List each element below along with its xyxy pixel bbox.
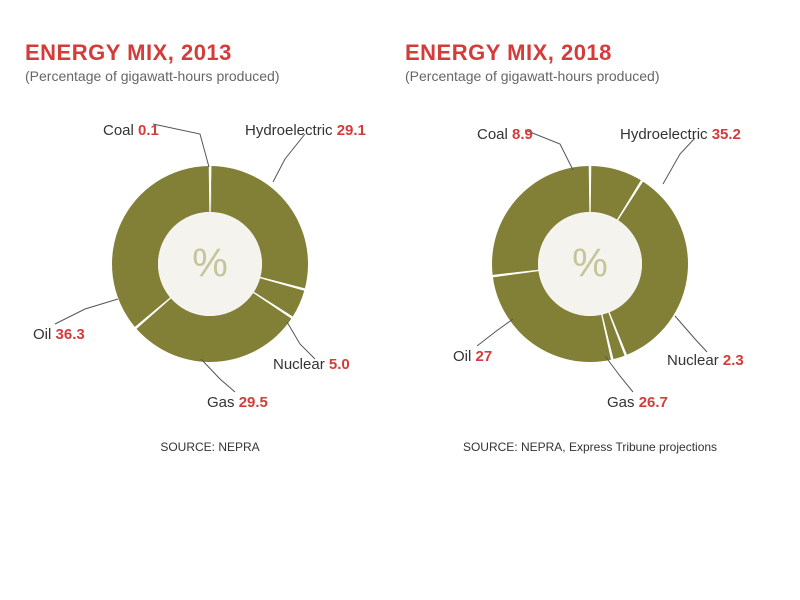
center-percent-icon: % bbox=[192, 242, 228, 287]
leader-line-coal bbox=[153, 124, 209, 167]
leader-line-nuclear bbox=[287, 322, 315, 359]
chart-title: ENERGY MIX, 2018 bbox=[405, 40, 775, 66]
chart-panel-1: ENERGY MIX, 2018 (Percentage of gigawatt-… bbox=[405, 40, 775, 454]
center-percent-icon: % bbox=[572, 242, 608, 287]
leader-line-hydroelectric bbox=[273, 134, 305, 182]
charts-container: ENERGY MIX, 2013 (Percentage of gigawatt-… bbox=[0, 0, 800, 474]
source-text: SOURCE: NEPRA bbox=[25, 440, 395, 454]
source-text: SOURCE: NEPRA, Express Tribune projectio… bbox=[405, 440, 775, 454]
chart-subtitle: (Percentage of gigawatt-hours produced) bbox=[405, 68, 775, 84]
leader-line-oil bbox=[477, 319, 513, 346]
leader-line-gas bbox=[605, 356, 633, 392]
chart-subtitle: (Percentage of gigawatt-hours produced) bbox=[25, 68, 395, 84]
leader-line-gas bbox=[201, 359, 235, 392]
leader-line-hydroelectric bbox=[663, 138, 695, 184]
leader-line-coal bbox=[525, 130, 573, 170]
donut-wrap: %Coal 0.1Hydroelectric 29.1Nuclear 5.0Ga… bbox=[25, 94, 395, 434]
leader-line-oil bbox=[55, 299, 118, 324]
donut-wrap: %Coal 8.9Hydroelectric 35.2Nuclear 2.3Ga… bbox=[405, 94, 775, 434]
chart-title: ENERGY MIX, 2013 bbox=[25, 40, 395, 66]
leader-line-nuclear bbox=[675, 316, 707, 352]
chart-panel-0: ENERGY MIX, 2013 (Percentage of gigawatt-… bbox=[25, 40, 395, 454]
